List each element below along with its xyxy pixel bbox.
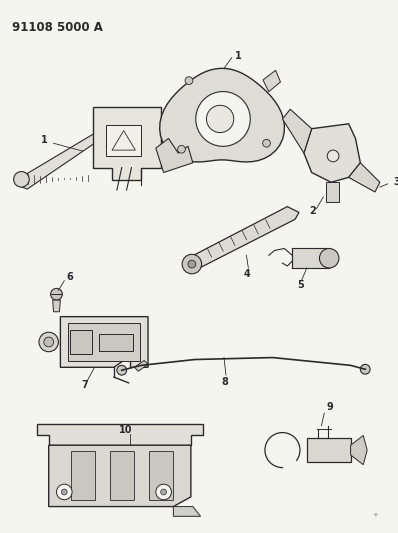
Text: 4: 4 xyxy=(244,269,250,279)
Polygon shape xyxy=(53,300,60,312)
Text: 3: 3 xyxy=(394,177,398,187)
Circle shape xyxy=(207,106,234,133)
Circle shape xyxy=(182,254,202,274)
Circle shape xyxy=(51,288,62,300)
Text: 7: 7 xyxy=(82,380,89,390)
Polygon shape xyxy=(18,132,98,189)
Circle shape xyxy=(156,484,172,500)
Circle shape xyxy=(57,484,72,500)
Text: 1: 1 xyxy=(235,51,242,61)
Polygon shape xyxy=(160,68,285,162)
Polygon shape xyxy=(156,139,193,173)
Polygon shape xyxy=(149,451,174,500)
Circle shape xyxy=(188,260,196,268)
Polygon shape xyxy=(92,107,161,180)
Polygon shape xyxy=(307,439,351,462)
Polygon shape xyxy=(100,334,133,351)
Circle shape xyxy=(320,248,339,268)
Text: 91108 5000 A: 91108 5000 A xyxy=(12,21,103,34)
Polygon shape xyxy=(161,127,170,151)
Circle shape xyxy=(178,146,185,153)
Polygon shape xyxy=(135,360,148,371)
Text: 9: 9 xyxy=(326,402,333,412)
Polygon shape xyxy=(174,506,201,516)
Polygon shape xyxy=(263,70,281,92)
Circle shape xyxy=(263,139,270,147)
Circle shape xyxy=(61,489,67,495)
Circle shape xyxy=(161,489,166,495)
Polygon shape xyxy=(349,163,380,192)
Text: +: + xyxy=(372,512,378,518)
Polygon shape xyxy=(49,445,191,506)
Polygon shape xyxy=(186,207,299,270)
Circle shape xyxy=(44,337,54,347)
Circle shape xyxy=(117,365,127,375)
Polygon shape xyxy=(60,317,148,367)
Text: 10: 10 xyxy=(119,425,132,434)
Circle shape xyxy=(14,172,29,187)
Polygon shape xyxy=(326,182,339,201)
Circle shape xyxy=(360,365,370,374)
Text: 6: 6 xyxy=(66,272,73,282)
Polygon shape xyxy=(70,330,92,354)
Polygon shape xyxy=(292,248,329,268)
Text: 5: 5 xyxy=(297,280,304,290)
Text: 2: 2 xyxy=(310,206,316,216)
Text: 1: 1 xyxy=(41,135,48,146)
Circle shape xyxy=(185,77,193,85)
Circle shape xyxy=(327,150,339,162)
Polygon shape xyxy=(106,125,141,156)
Polygon shape xyxy=(37,424,203,445)
Polygon shape xyxy=(110,451,135,500)
Polygon shape xyxy=(304,124,360,182)
Circle shape xyxy=(39,332,59,352)
Polygon shape xyxy=(71,451,96,500)
Polygon shape xyxy=(196,92,250,147)
Text: 8: 8 xyxy=(221,377,228,387)
Polygon shape xyxy=(283,109,312,153)
Polygon shape xyxy=(351,435,367,465)
Polygon shape xyxy=(68,322,140,361)
